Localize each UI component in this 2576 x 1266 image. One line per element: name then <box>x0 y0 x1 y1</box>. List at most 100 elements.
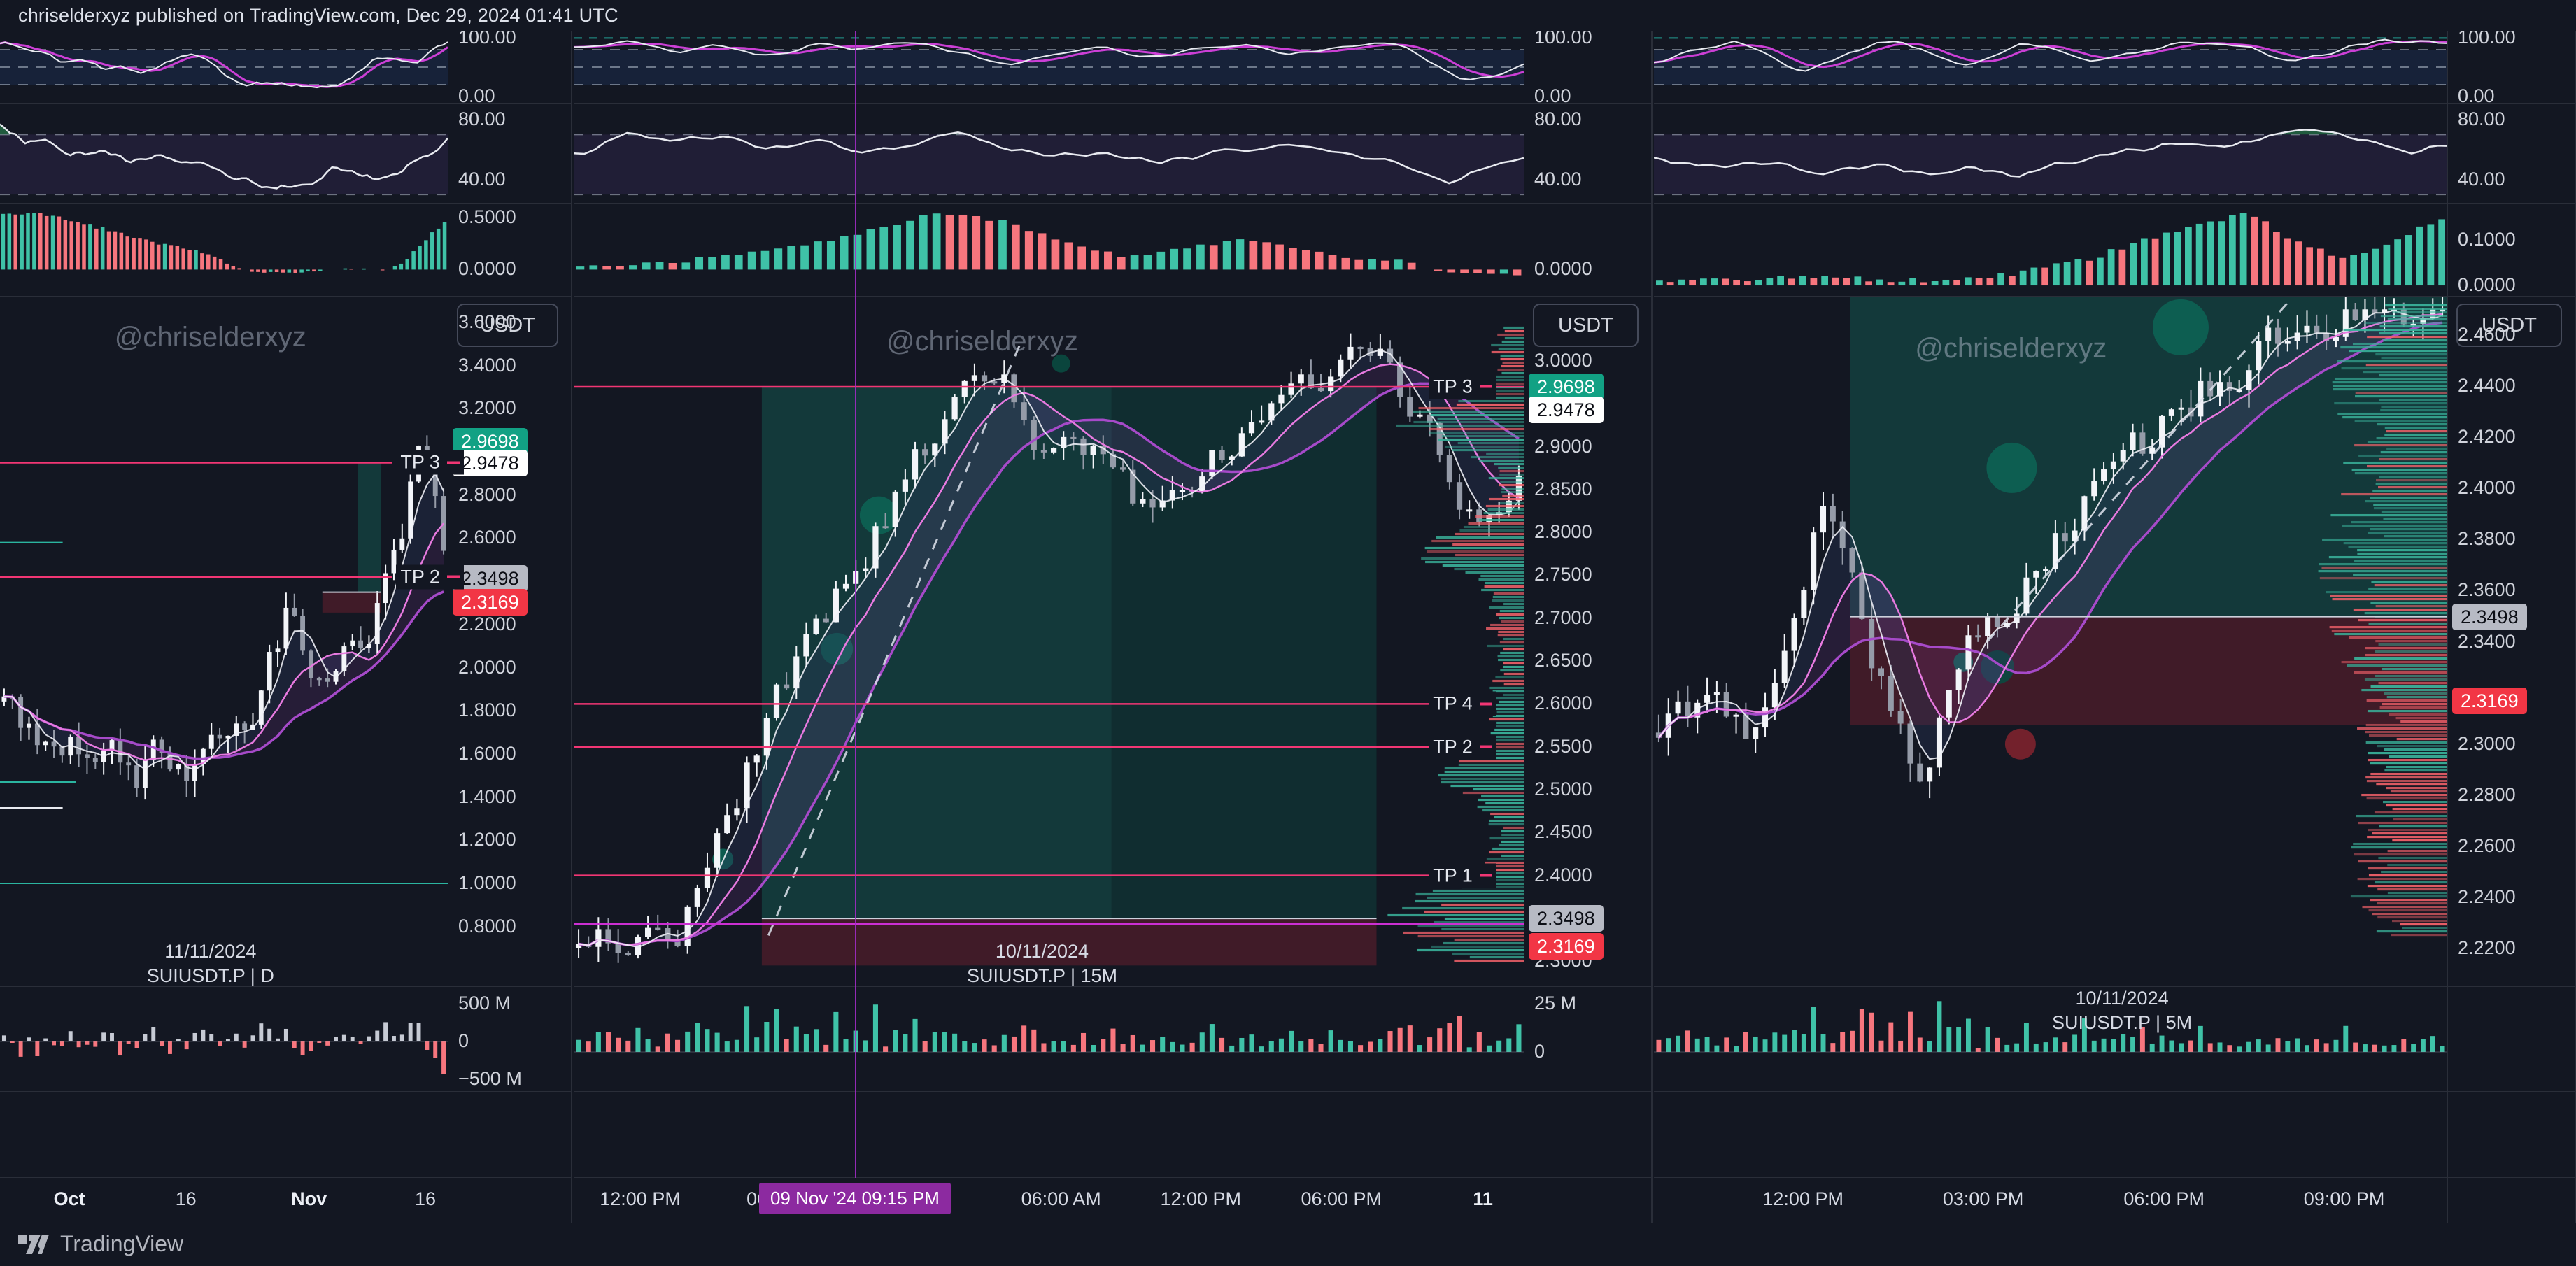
plot-volume[interactable] <box>0 987 448 1092</box>
scale-tick: 0 <box>458 1030 469 1051</box>
pane-stoch[interactable]: 100.00 0.00 <box>0 31 571 104</box>
pane-price[interactable]: USDT 3.0000 2.9000 2.8500 2.8000 2.7500 2.7000… <box>574 297 1651 987</box>
scale-rsi[interactable]: 80.00 40.00 <box>448 104 571 203</box>
pane-blank[interactable] <box>0 1092 571 1178</box>
scale-tick: 2.4400 <box>2458 374 2516 396</box>
plot-volume[interactable] <box>574 987 1524 1092</box>
time-axis[interactable]: 12:00 PM 06 06:00 AM 12:00 PM 06:00 PM 11 09 N… <box>574 1178 1524 1223</box>
chart-column-daily[interactable]: 100.00 0.00 80.00 40.00 0.5000 0.0000 USDT 3.60… <box>0 31 572 1223</box>
plot-stoch[interactable] <box>574 31 1524 104</box>
author-watermark: @chriselderxyz <box>1915 333 2107 364</box>
author-watermark: @chriselderxyz <box>886 326 1078 357</box>
scale-macd[interactable]: 0.5000 0.0000 <box>448 204 571 296</box>
plot-macd[interactable] <box>1654 204 2447 297</box>
scale-volume[interactable]: 500 M 0 −500 M <box>448 987 571 1091</box>
plot-rsi[interactable] <box>0 104 448 204</box>
pane-rsi[interactable]: 80.00 40.00 <box>574 104 1651 204</box>
chart-note: 11/11/2024 SUIUSDT.P | D <box>147 939 274 988</box>
scale-tick: 0.0000 <box>1534 258 1592 280</box>
pane-price[interactable]: USDT 2.4600 2.4400 2.4200 2.4000 2.3800 2.3600… <box>1654 297 2575 987</box>
time-axis[interactable]: Oct 16 Nov 16 <box>0 1178 448 1223</box>
plot-price[interactable] <box>0 297 448 987</box>
plot-rsi[interactable] <box>574 104 1524 204</box>
time-axis-row[interactable]: 12:00 PM 03:00 PM 06:00 PM 09:00 PM <box>1654 1178 2575 1223</box>
scale-macd[interactable]: 0.0000 <box>1524 204 1651 296</box>
plot-stoch[interactable] <box>0 31 448 104</box>
pane-stoch[interactable]: 100.00 0.00 <box>1654 31 2575 104</box>
currency-button-usdt[interactable]: USDT <box>1533 304 1639 347</box>
chart-column-5m[interactable]: 100.00 0.00 80.00 40.00 0.1000 0.0000 USDT 2.46… <box>1654 31 2576 1223</box>
pane-rsi[interactable]: 80.00 40.00 <box>0 104 571 204</box>
plot-volume[interactable] <box>1654 987 2447 1092</box>
currency-button-usdt[interactable]: USDT <box>2456 304 2562 347</box>
axis-corner <box>2447 1178 2576 1223</box>
scale-stoch[interactable]: 100.00 0.00 <box>448 31 571 103</box>
time-axis-row[interactable]: 12:00 PM 06 06:00 AM 12:00 PM 06:00 PM 11 09 N… <box>574 1178 1651 1223</box>
plot-blank[interactable] <box>0 1092 448 1178</box>
tp-label-tp-2[interactable]: TP 2 <box>1429 734 1496 760</box>
pane-blank[interactable] <box>574 1092 1651 1178</box>
scale-stoch[interactable]: 100.00 0.00 <box>1524 31 1651 103</box>
pane-volume[interactable]: 25 M 0 <box>574 987 1651 1092</box>
scale-tick: 40.00 <box>458 168 506 190</box>
plot-macd[interactable] <box>0 204 448 297</box>
time-axis[interactable]: 12:00 PM 03:00 PM 06:00 PM 09:00 PM <box>1654 1178 2447 1223</box>
pane-macd[interactable]: 0.0000 <box>574 204 1651 297</box>
tp-line-dash <box>1479 702 1492 706</box>
scale-macd[interactable]: 0.1000 0.0000 <box>2447 204 2575 296</box>
scale-tick: 80.00 <box>1534 108 1582 129</box>
price-tag-red: 2.3169 <box>1529 933 1604 960</box>
plot-stoch[interactable] <box>1654 31 2447 104</box>
tp-label-tp-1[interactable]: TP 1 <box>1429 863 1496 888</box>
scale-tick: 0.0000 <box>458 258 516 280</box>
time-axis-label: 06:00 PM <box>2123 1188 2205 1209</box>
scale-rsi[interactable]: 80.00 40.00 <box>1524 104 1651 203</box>
tradingview-logo[interactable]: TradingView <box>18 1231 183 1257</box>
plot-rsi[interactable] <box>1654 104 2447 204</box>
scale-rsi[interactable]: 80.00 40.00 <box>2447 104 2575 203</box>
pane-volume[interactable]: 500 M 0 −500 M <box>0 987 571 1092</box>
tp-label-tp-4[interactable]: TP 4 <box>1429 691 1496 716</box>
tp-line-dash <box>1479 385 1492 388</box>
scale-blank[interactable] <box>1524 1092 1651 1177</box>
crosshair-vertical-line <box>854 31 856 1178</box>
scale-volume[interactable]: 25 M 0 <box>1524 987 1651 1091</box>
tp-label-tp-3[interactable]: TP 3 <box>1429 374 1496 399</box>
pane-blank[interactable] <box>1654 1092 2575 1178</box>
scale-volume[interactable] <box>2447 987 2575 1091</box>
scale-price[interactable]: USDT 3.0000 2.9000 2.8500 2.8000 2.7500 2.7000… <box>1524 297 1651 986</box>
time-axis-label: 12:00 PM <box>1160 1188 1242 1209</box>
scale-tick: 40.00 <box>2458 168 2505 190</box>
plot-blank[interactable] <box>574 1092 1524 1178</box>
plot-price[interactable] <box>574 297 1524 987</box>
scale-price[interactable]: USDT 3.6000 3.4000 3.2000 2.8000 2.6000 2.2000… <box>448 297 571 986</box>
axis-corner <box>448 1178 572 1223</box>
scale-tick: 2.2400 <box>2458 886 2516 908</box>
tp-label-tp-2[interactable]: TP 2 <box>396 564 464 590</box>
scale-price[interactable]: USDT 2.4600 2.4400 2.4200 2.4000 2.3800 2.3600… <box>2447 297 2575 986</box>
pane-rsi[interactable]: 80.00 40.00 <box>1654 104 2575 204</box>
time-axis-label: 09:00 PM <box>2303 1188 2385 1209</box>
scale-blank[interactable] <box>448 1092 571 1177</box>
pane-macd[interactable]: 0.5000 0.0000 <box>0 204 571 297</box>
scale-stoch[interactable]: 100.00 0.00 <box>2447 31 2575 103</box>
scale-tick: 1.8000 <box>458 699 516 721</box>
plot-macd[interactable] <box>574 204 1524 297</box>
scale-tick: 2.4500 <box>1534 821 1592 843</box>
pane-macd[interactable]: 0.1000 0.0000 <box>1654 204 2575 297</box>
scale-tick: 2.3600 <box>2458 579 2516 601</box>
time-axis-row[interactable]: Oct 16 Nov 16 <box>0 1178 571 1223</box>
tp-label-tp-3[interactable]: TP 3 <box>396 450 464 475</box>
plot-blank[interactable] <box>1654 1092 2447 1178</box>
scale-blank[interactable] <box>2447 1092 2575 1177</box>
date-marker: 10/11/2024 <box>995 941 1089 962</box>
price-tag-white: 2.9478 <box>453 450 528 477</box>
currency-button-usdt[interactable]: USDT <box>457 304 558 347</box>
scale-tick: 0.5000 <box>458 206 516 227</box>
scale-tick: 2.4600 <box>2458 323 2516 345</box>
pane-price[interactable]: USDT 3.6000 3.4000 3.2000 2.8000 2.6000 2.2000… <box>0 297 571 987</box>
plot-price[interactable] <box>1654 297 2447 987</box>
pane-volume[interactable] <box>1654 987 2575 1092</box>
pane-stoch[interactable]: 100.00 0.00 <box>574 31 1651 104</box>
chart-column-15m[interactable]: 100.00 0.00 80.00 40.00 0.0000 USDT 3.0000 2.90… <box>574 31 1653 1223</box>
